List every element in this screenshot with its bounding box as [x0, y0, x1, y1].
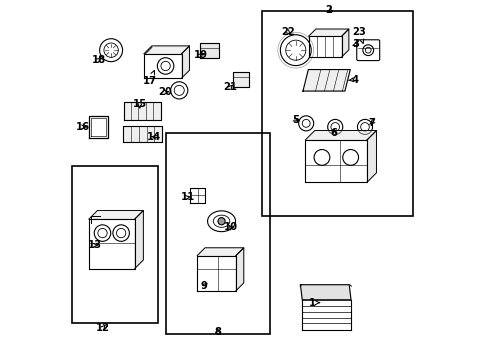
Polygon shape	[181, 46, 189, 78]
Text: 8: 8	[214, 327, 221, 337]
Text: 18: 18	[91, 55, 105, 65]
Polygon shape	[366, 131, 376, 182]
Text: 14: 14	[147, 132, 161, 142]
Text: 5: 5	[291, 115, 298, 125]
Polygon shape	[308, 29, 348, 36]
Polygon shape	[122, 126, 162, 142]
Polygon shape	[235, 248, 244, 291]
Polygon shape	[305, 131, 376, 140]
Text: 10: 10	[224, 222, 237, 232]
Text: 2: 2	[325, 5, 332, 15]
Text: 3: 3	[351, 40, 358, 49]
Text: 20: 20	[159, 87, 172, 97]
Polygon shape	[300, 285, 350, 300]
Polygon shape	[124, 102, 161, 121]
Text: 16: 16	[76, 122, 90, 132]
Text: 1: 1	[308, 298, 319, 308]
Text: 6: 6	[330, 128, 337, 138]
Polygon shape	[233, 72, 248, 87]
Text: 22: 22	[281, 27, 295, 37]
Text: 13: 13	[87, 240, 102, 250]
Text: 23: 23	[352, 27, 366, 44]
Text: 15: 15	[132, 99, 146, 109]
Polygon shape	[197, 248, 244, 256]
Text: 21: 21	[223, 82, 237, 93]
Polygon shape	[89, 211, 143, 219]
Text: 9: 9	[201, 281, 207, 291]
Circle shape	[218, 218, 224, 225]
Polygon shape	[200, 42, 219, 58]
Polygon shape	[303, 69, 349, 91]
Text: 19: 19	[193, 50, 207, 60]
Polygon shape	[135, 211, 143, 269]
Polygon shape	[143, 46, 189, 54]
Text: 12: 12	[96, 323, 110, 333]
Text: 11: 11	[181, 192, 195, 202]
Text: 17: 17	[142, 71, 156, 86]
Text: 7: 7	[367, 118, 374, 128]
Text: 4: 4	[348, 75, 358, 85]
Polygon shape	[341, 29, 348, 57]
